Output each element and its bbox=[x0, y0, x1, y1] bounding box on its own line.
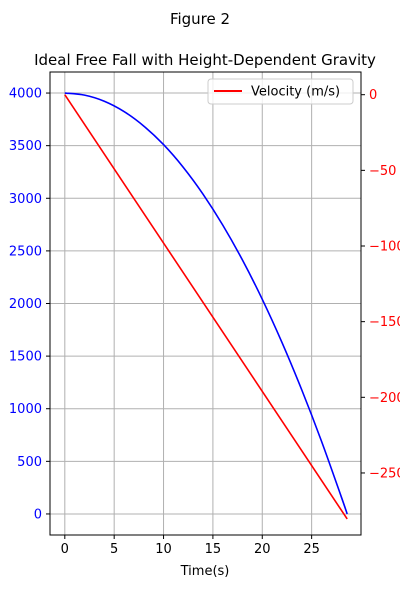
y-axis-left: 0 500 1000 1500 2000 2500 3000 3500 4000 bbox=[9, 87, 50, 522]
y2-tick-label: −100 bbox=[369, 240, 400, 255]
y-tick-label: 2000 bbox=[9, 297, 42, 312]
y2-tick-label: 0 bbox=[369, 88, 377, 103]
legend-label-velocity: Velocity (m/s) bbox=[251, 85, 340, 100]
x-tick-label: 20 bbox=[254, 542, 271, 557]
y-tick-label: 3000 bbox=[9, 192, 42, 207]
y2-tick-label: −200 bbox=[369, 391, 400, 406]
legend: Velocity (m/s) bbox=[207, 78, 354, 105]
x-tick-label: 0 bbox=[61, 542, 69, 557]
y-tick-label: 1000 bbox=[9, 402, 42, 417]
y-tick-label: 3500 bbox=[9, 139, 42, 154]
x-axis-label: Time(s) bbox=[180, 564, 230, 579]
velocity-line bbox=[64, 94, 348, 520]
y-tick-label: 500 bbox=[17, 455, 42, 470]
y-tick-label: 2500 bbox=[9, 244, 42, 259]
x-axis: 0 5 10 15 20 25 bbox=[61, 535, 320, 557]
y-axis-right: 0 −50 −100 −150 −200 −250 bbox=[361, 88, 400, 481]
y-tick-label: 0 bbox=[34, 507, 42, 522]
window-title: Figure 2 bbox=[170, 10, 230, 28]
x-tick-label: 25 bbox=[303, 542, 320, 557]
x-tick-label: 10 bbox=[155, 542, 172, 557]
y2-tick-label: −150 bbox=[369, 315, 400, 330]
chart-title: Ideal Free Fall with Height-Dependent Gr… bbox=[34, 51, 376, 69]
y-tick-label: 4000 bbox=[9, 87, 42, 102]
x-tick-label: 15 bbox=[205, 542, 222, 557]
y-tick-label: 1500 bbox=[9, 350, 42, 365]
x-tick-label: 5 bbox=[110, 542, 118, 557]
y2-tick-label: −50 bbox=[369, 164, 396, 179]
plot-area bbox=[64, 92, 348, 520]
y2-tick-label: −250 bbox=[369, 466, 400, 481]
legend-box bbox=[207, 78, 354, 105]
height-line bbox=[64, 92, 348, 515]
